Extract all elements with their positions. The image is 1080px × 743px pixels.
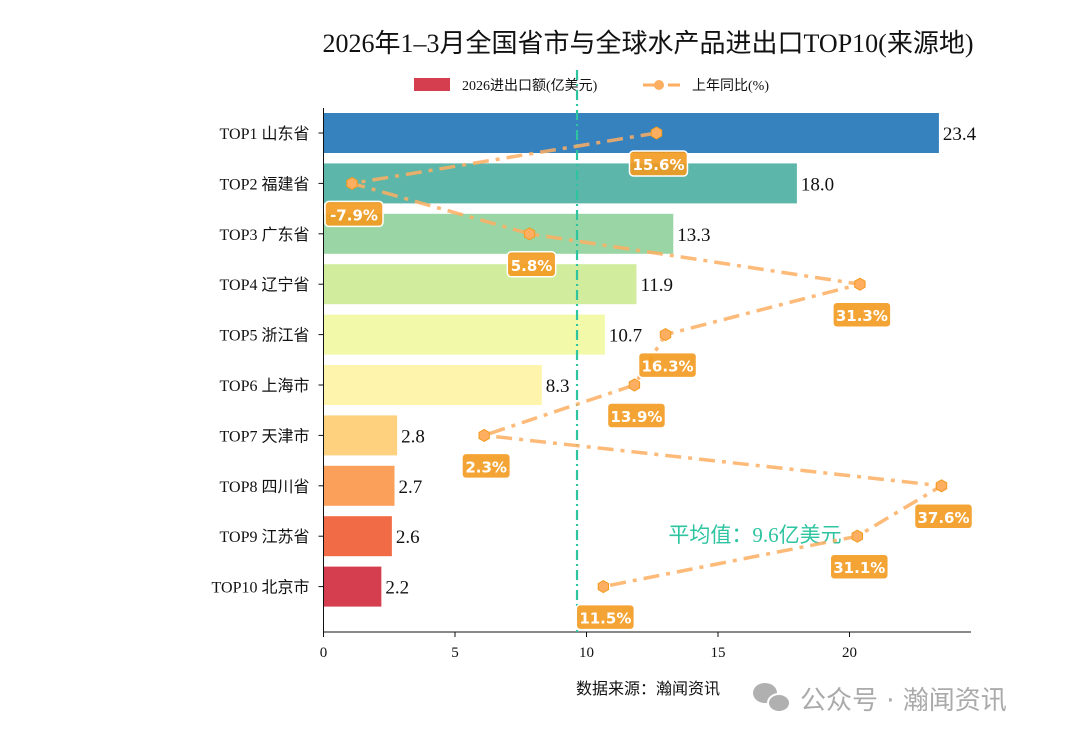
yoy-label: -7.9% <box>330 206 378 224</box>
y-tick-label: TOP3 广东省 <box>220 226 310 244</box>
bar-value-label: 2.7 <box>399 477 423 498</box>
yoy-label-box <box>324 200 384 228</box>
watermark: 公众号 · 瀚闻资讯 <box>753 683 1007 716</box>
average-line-group: 平均值：9.6亿美元 <box>575 70 842 632</box>
bar-value-label: 11.9 <box>640 275 673 296</box>
x-tick-label: 15 <box>711 645 726 661</box>
x-tick-label: 10 <box>579 645 594 661</box>
bar-value-label: 23.4 <box>943 124 977 145</box>
y-tick-label: TOP8 四川省 <box>220 478 310 496</box>
x-axis: 0 5 10 15 20 <box>320 631 971 661</box>
y-tick-label: TOP4 辽宁省 <box>220 276 310 294</box>
yoy-marker <box>659 328 672 342</box>
watermark-text: 公众号 · 瀚闻资讯 <box>800 686 1007 716</box>
yoy-label-box <box>913 503 974 530</box>
chart-title: 2026年1–3月全国省市与全球水产品进出口TOP10(来源地) <box>323 29 974 58</box>
bar <box>323 516 392 557</box>
bar <box>323 163 797 204</box>
yoy-label: 31.1% <box>833 559 885 577</box>
bar <box>323 113 939 153</box>
yoy-marker <box>935 479 948 493</box>
legend-bar-swatch <box>414 78 450 91</box>
y-tick-label: TOP6 上海市 <box>220 377 310 395</box>
yoy-label: 2.3% <box>465 458 507 476</box>
yoy-marker <box>628 378 641 392</box>
yoy-line-group: 15.6% -7.9% 5.8% 31.3% 16.3% 13.9% 2.3% 37.6% 31… <box>324 126 974 631</box>
yoy-label: 5.8% <box>511 257 553 275</box>
yoy-label-box <box>628 150 689 177</box>
yoy-marker <box>650 126 663 140</box>
bar-value-label: 2.6 <box>396 527 420 548</box>
bar-value-label: 13.3 <box>677 225 710 246</box>
yoy-label: 16.3% <box>642 358 694 376</box>
yoy-label: 31.3% <box>836 307 888 325</box>
yoy-marker <box>523 227 536 241</box>
wechat-icon <box>753 683 791 713</box>
yoy-label: 11.5% <box>579 610 631 628</box>
yoy-marker <box>854 277 866 291</box>
bar-value-label: 18.0 <box>801 174 834 195</box>
yoy-label-box <box>832 301 892 328</box>
y-tick-label: TOP5 浙江省 <box>220 327 310 345</box>
x-tick-label: 5 <box>451 645 459 661</box>
x-tick-label: 20 <box>842 645 857 661</box>
yoy-label: 15.6% <box>632 156 684 174</box>
y-tick-label: TOP7 天津市 <box>220 427 310 445</box>
legend-line-label: 上年同比(%) <box>692 78 769 94</box>
bar <box>323 365 542 405</box>
yoy-marker <box>478 428 490 442</box>
bar-value-label: 10.7 <box>609 326 642 347</box>
y-tick-label: TOP10 北京市 <box>212 579 310 597</box>
yoy-label-box <box>606 402 667 429</box>
legend-line-marker <box>654 80 664 90</box>
bar <box>323 314 605 355</box>
yoy-marker <box>346 176 358 190</box>
legend: 2026进出口额(亿美元) 上年同比(%) <box>414 78 769 94</box>
y-tick-label: TOP9 江苏省 <box>220 528 310 546</box>
bar-value-label: 8.3 <box>546 376 570 397</box>
bar <box>323 415 398 456</box>
yoy-label-box <box>506 251 557 278</box>
x-tick-label: 0 <box>320 645 328 661</box>
bar <box>323 566 382 607</box>
yoy-marker <box>851 529 863 543</box>
y-tick-label: TOP2 福建省 <box>220 175 310 193</box>
yoy-label-box <box>575 603 636 631</box>
bar <box>323 465 395 506</box>
y-axis: TOP1 山东省 TOP2 福建省 TOP3 广东省 TOP4 辽宁省 TOP5 浙江省… <box>212 108 324 632</box>
average-label: 平均值：9.6亿美元 <box>668 523 841 547</box>
yoy-label: 13.9% <box>610 408 662 426</box>
legend-bar-label: 2026进出口额(亿美元) <box>462 78 598 94</box>
bars: 23.4 18.0 13.3 11.9 10.7 8.3 2.8 2.7 2.6 2.2 <box>323 113 977 607</box>
yoy-marker <box>597 580 609 594</box>
bar <box>323 264 637 305</box>
y-tick-label: TOP1 山东省 <box>220 125 310 143</box>
yoy-label-box <box>637 351 698 379</box>
bar-value-label: 2.8 <box>401 426 425 447</box>
yoy-label-box <box>829 553 890 580</box>
yoy-label: 37.6% <box>917 509 969 527</box>
source-note: 数据来源：瀚闻资讯 <box>576 680 720 698</box>
bar-value-label: 2.2 <box>385 578 409 599</box>
yoy-label-box <box>461 452 512 480</box>
